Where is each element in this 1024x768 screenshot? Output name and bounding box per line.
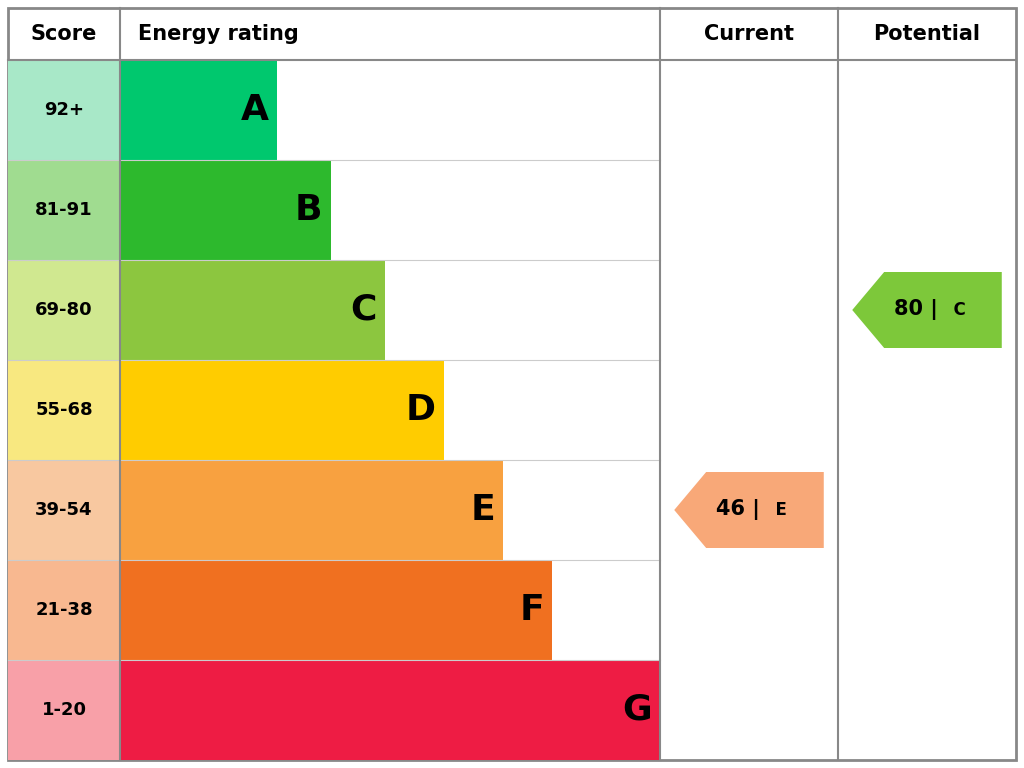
Text: Energy rating: Energy rating	[138, 24, 299, 44]
Bar	[8, 660, 120, 760]
Bar	[8, 460, 120, 560]
Text: 55-68: 55-68	[35, 401, 93, 419]
Text: F: F	[519, 593, 544, 627]
Bar	[120, 360, 444, 460]
Bar	[8, 160, 120, 260]
Text: D: D	[406, 393, 436, 427]
Text: G: G	[623, 693, 652, 727]
Text: 92+: 92+	[44, 101, 84, 119]
Text: Potential: Potential	[873, 24, 981, 44]
Bar	[8, 60, 120, 160]
Bar	[8, 360, 120, 460]
Text: A: A	[241, 93, 268, 127]
Text: 46 |: 46 |	[716, 499, 760, 521]
Bar	[120, 660, 660, 760]
Text: C: C	[942, 301, 966, 319]
Text: 1-20: 1-20	[42, 701, 86, 719]
Bar	[120, 60, 276, 160]
Text: 81-91: 81-91	[35, 201, 93, 219]
Text: E: E	[764, 501, 787, 519]
Bar	[120, 460, 504, 560]
Bar	[8, 560, 120, 660]
Bar	[120, 260, 385, 360]
Bar	[120, 160, 331, 260]
Text: C: C	[350, 293, 377, 327]
Polygon shape	[852, 272, 1001, 348]
Text: B: B	[295, 193, 323, 227]
Text: E: E	[471, 493, 496, 527]
Text: Score: Score	[31, 24, 97, 44]
Bar	[120, 560, 552, 660]
Text: 21-38: 21-38	[35, 601, 93, 619]
Text: 69-80: 69-80	[35, 301, 93, 319]
Text: Current: Current	[705, 24, 794, 44]
Polygon shape	[674, 472, 823, 548]
Bar	[8, 260, 120, 360]
Text: 80 |: 80 |	[894, 300, 938, 320]
Text: 39-54: 39-54	[35, 501, 93, 519]
